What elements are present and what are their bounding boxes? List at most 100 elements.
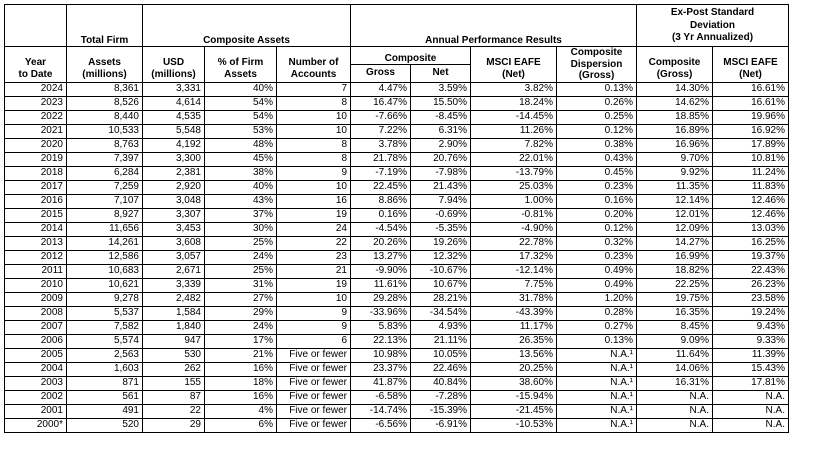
firm-assets-cell: 10,683 bbox=[66, 263, 143, 279]
msci-eafe-return-cell: 17.32% bbox=[470, 249, 557, 265]
year-cell: 2002 bbox=[4, 389, 67, 405]
sd-composite-cell: 8.45% bbox=[636, 319, 713, 335]
net-return-cell: -10.67% bbox=[410, 263, 471, 279]
firm-assets-cell: 520 bbox=[66, 417, 143, 433]
sd-composite-cell: 16.35% bbox=[636, 305, 713, 321]
msci-eafe-return-cell: 11.17% bbox=[470, 319, 557, 335]
firm-assets-cell: 5,537 bbox=[66, 305, 143, 321]
msci-eafe-return-cell: 22.78% bbox=[470, 235, 557, 251]
num-accounts-cell: 10 bbox=[276, 291, 351, 307]
net-return-cell: 40.84% bbox=[410, 375, 471, 391]
table-row: 2024 8,361 3,331 40% 7 4.47% 3.59% 3.82% 0.13% 14… bbox=[4, 81, 789, 97]
usd-assets-cell: 22 bbox=[142, 403, 205, 419]
firm-assets-header-line1: Assets bbox=[88, 56, 121, 68]
pct-firm-cell: 17% bbox=[204, 333, 277, 349]
sd-composite-cell: 16.89% bbox=[636, 123, 713, 139]
ex-post-sd-line1: Ex-Post Standard bbox=[670, 7, 755, 18]
pct-firm-cell: 24% bbox=[204, 249, 277, 265]
year-cell: 2011 bbox=[4, 263, 67, 279]
usd-assets-cell: 1,840 bbox=[142, 319, 205, 335]
pct-firm-cell: 30% bbox=[204, 221, 277, 237]
num-accounts-cell: Five or fewer bbox=[276, 389, 351, 405]
net-return-cell: -8.45% bbox=[410, 109, 471, 125]
dispersion-cell: N.A.¹ bbox=[556, 403, 637, 419]
table-row: 2020 8,763 4,192 48% 8 3.78% 2.90% 7.82% 0.38% 16… bbox=[4, 137, 789, 153]
gross-return-cell: 8.86% bbox=[350, 193, 411, 209]
usd-assets-cell: 3,300 bbox=[142, 151, 205, 167]
sd-composite-header-line1: Composite bbox=[648, 56, 701, 68]
net-return-cell: -7.98% bbox=[410, 165, 471, 181]
pct-firm-cell: 31% bbox=[204, 277, 277, 293]
pct-firm-cell: 6% bbox=[204, 417, 277, 433]
dispersion-cell: 0.23% bbox=[556, 179, 637, 195]
sd-composite-cell: 16.96% bbox=[636, 137, 713, 153]
pct-firm-cell: 16% bbox=[204, 389, 277, 405]
sd-composite-cell: 14.06% bbox=[636, 361, 713, 377]
net-return-cell: 15.50% bbox=[410, 95, 471, 111]
net-return-cell: 2.90% bbox=[410, 137, 471, 153]
year-header-line1: Year bbox=[24, 56, 47, 68]
msci-eafe-return-cell: 22.01% bbox=[470, 151, 557, 167]
net-return-cell: 10.05% bbox=[410, 347, 471, 363]
msci-eafe-return-cell: 38.60% bbox=[470, 375, 557, 391]
dispersion-cell: 0.38% bbox=[556, 137, 637, 153]
sd-composite-header: Composite (Gross) bbox=[636, 46, 713, 83]
pct-firm-header: % of Firm Assets bbox=[204, 46, 277, 83]
sd-msci-cell: 13.03% bbox=[712, 221, 789, 237]
net-return-cell: -5.35% bbox=[410, 221, 471, 237]
gross-return-cell: 3.78% bbox=[350, 137, 411, 153]
firm-assets-cell: 8,763 bbox=[66, 137, 143, 153]
usd-header-line2: (millions) bbox=[151, 69, 196, 80]
firm-assets-cell: 7,107 bbox=[66, 193, 143, 209]
dispersion-cell: 0.45% bbox=[556, 165, 637, 181]
year-cell: 2004 bbox=[4, 361, 67, 377]
net-return-cell: 3.59% bbox=[410, 81, 471, 97]
firm-assets-cell: 8,927 bbox=[66, 207, 143, 223]
msci-eafe-return-cell: -43.39% bbox=[470, 305, 557, 321]
num-accounts-header-line1: Number of bbox=[288, 56, 339, 68]
net-return-cell: 21.11% bbox=[410, 333, 471, 349]
msci-eafe-return-cell: 11.26% bbox=[470, 123, 557, 139]
sd-composite-cell: 11.35% bbox=[636, 179, 713, 195]
usd-assets-cell: 29 bbox=[142, 417, 205, 433]
net-return-cell: 22.46% bbox=[410, 361, 471, 377]
num-accounts-cell: 24 bbox=[276, 221, 351, 237]
sd-composite-cell: 19.75% bbox=[636, 291, 713, 307]
dispersion-cell: 0.32% bbox=[556, 235, 637, 251]
num-accounts-cell: 19 bbox=[276, 277, 351, 293]
firm-assets-cell: 10,533 bbox=[66, 123, 143, 139]
pct-firm-cell: 16% bbox=[204, 361, 277, 377]
dispersion-cell: 0.28% bbox=[556, 305, 637, 321]
net-return-cell: 19.26% bbox=[410, 235, 471, 251]
gross-return-cell: 22.13% bbox=[350, 333, 411, 349]
firm-assets-cell: 6,284 bbox=[66, 165, 143, 181]
table-row: 2023 8,526 4,614 54% 8 16.47% 15.50% 18.24% 0.26… bbox=[4, 95, 789, 111]
table-row: 2005 2,563 530 21% Five or fewer 10.98% 10.05%… bbox=[4, 347, 789, 363]
usd-assets-cell: 4,614 bbox=[142, 95, 205, 111]
pct-firm-cell: 27% bbox=[204, 291, 277, 307]
firm-assets-cell: 9,278 bbox=[66, 291, 143, 307]
gross-return-cell: 21.78% bbox=[350, 151, 411, 167]
dispersion-cell: 0.49% bbox=[556, 263, 637, 279]
num-accounts-cell: 9 bbox=[276, 165, 351, 181]
pct-firm-cell: 43% bbox=[204, 193, 277, 209]
dispersion-cell: 0.20% bbox=[556, 207, 637, 223]
annual-performance-header: Annual Performance Results bbox=[350, 4, 637, 47]
sd-msci-cell: 19.24% bbox=[712, 305, 789, 321]
pct-firm-header-line1: % of Firm bbox=[217, 56, 264, 68]
msci-eafe-return-cell: 25.03% bbox=[470, 179, 557, 195]
msci-eafe-return-cell: -12.14% bbox=[470, 263, 557, 279]
ex-post-sd-line3: (3 Yr Annualized) bbox=[671, 32, 754, 43]
table-row: 2021 10,533 5,548 53% 10 7.22% 6.31% 11.26% 0.12… bbox=[4, 123, 789, 139]
firm-assets-header-line2: (millions) bbox=[82, 69, 127, 80]
table-row: 2010 10,621 3,339 31% 19 11.61% 10.67% 7.75% 0.4… bbox=[4, 277, 789, 293]
gross-return-cell: 7.22% bbox=[350, 123, 411, 139]
dispersion-cell: 0.13% bbox=[556, 81, 637, 97]
dispersion-cell: 0.13% bbox=[556, 333, 637, 349]
firm-assets-cell: 8,526 bbox=[66, 95, 143, 111]
usd-assets-cell: 87 bbox=[142, 389, 205, 405]
sd-msci-cell: 22.43% bbox=[712, 263, 789, 279]
table-row: 2004 1,603 262 16% Five or fewer 23.37% 22.46%… bbox=[4, 361, 789, 377]
table-row: 2022 8,440 4,535 54% 10 -7.66% -8.45% -14.45% 0.… bbox=[4, 109, 789, 125]
composite-performance-table: Total Firm Composite Assets Annual Perfo… bbox=[4, 4, 789, 433]
